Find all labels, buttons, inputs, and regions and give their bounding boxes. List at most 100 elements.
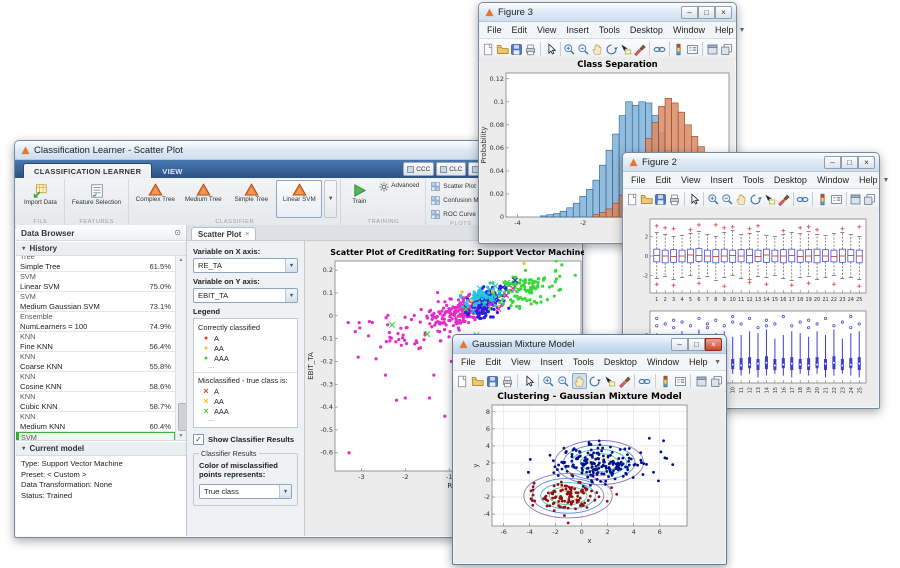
- menu-edit[interactable]: Edit: [655, 175, 672, 185]
- history-item[interactable]: KNN Medium KNN 60.4%: [16, 412, 175, 432]
- scatter-plot-button[interactable]: Scatter Plot: [429, 180, 492, 192]
- quick-access-ccc[interactable]: CCC: [403, 162, 435, 176]
- menu-desktop[interactable]: Desktop: [603, 357, 637, 367]
- roc-curve-button[interactable]: ROC Curve: [429, 208, 492, 220]
- insert-colorbar-icon[interactable]: [816, 191, 829, 207]
- dock-icon[interactable]: [849, 191, 862, 207]
- menu-help[interactable]: Help: [714, 25, 734, 35]
- print-icon[interactable]: [501, 373, 515, 389]
- classifier-gallery-dropdown[interactable]: ▼: [324, 180, 338, 218]
- menu-window[interactable]: Window: [646, 357, 679, 367]
- insert-colorbar-icon[interactable]: [672, 41, 685, 57]
- close-button[interactable]: ×: [715, 5, 732, 19]
- menu-file[interactable]: File: [631, 175, 646, 185]
- history-item[interactable]: SVMBoxConstraint = 375.1%: [16, 432, 175, 440]
- pan-icon[interactable]: [591, 41, 604, 57]
- insert-colorbar-icon[interactable]: [659, 373, 673, 389]
- insert-legend-icon[interactable]: [686, 41, 699, 57]
- menu-tools[interactable]: Tools: [572, 357, 594, 367]
- menu-overflow-icon[interactable]: ▼: [882, 176, 890, 184]
- y-axis-select[interactable]: EBIT_TA ▼: [193, 288, 298, 303]
- menu-view[interactable]: View: [511, 357, 531, 367]
- current-model-section-header[interactable]: ▼ Current model: [16, 441, 186, 456]
- close-button[interactable]: ×: [858, 155, 875, 169]
- undock-icon[interactable]: [709, 373, 723, 389]
- zoom-out-icon[interactable]: [557, 373, 571, 389]
- minimize-button[interactable]: –: [671, 337, 688, 351]
- history-item[interactable]: KNN Fine KNN 56.4%: [16, 332, 175, 352]
- tab-classification-learner[interactable]: CLASSIFICATION LEARNER: [23, 163, 153, 178]
- brush-icon[interactable]: [777, 191, 790, 207]
- history-item[interactable]: SVM Linear SVM 75.0%: [16, 272, 175, 292]
- menu-tools[interactable]: Tools: [742, 175, 764, 185]
- history-item[interactable]: KNN Coarse KNN 55.8%: [16, 352, 175, 372]
- zoom-out-icon[interactable]: [721, 191, 734, 207]
- data-cursor-icon[interactable]: [602, 373, 616, 389]
- menu-insert[interactable]: Insert: [540, 357, 563, 367]
- menu-edit[interactable]: Edit: [485, 357, 502, 367]
- menu-window[interactable]: Window: [672, 25, 705, 35]
- menu-tools[interactable]: Tools: [598, 25, 620, 35]
- menu-file[interactable]: File: [461, 357, 476, 367]
- zoom-in-icon[interactable]: [707, 191, 720, 207]
- link-plots-icon[interactable]: [796, 191, 809, 207]
- menu-file[interactable]: File: [487, 25, 502, 35]
- advanced-button[interactable]: Advanced: [376, 180, 422, 196]
- classifier-medium-tree[interactable]: Medium Tree: [180, 180, 226, 218]
- history-item[interactable]: Tree Simple Tree 61.5%: [16, 256, 175, 272]
- print-icon[interactable]: [524, 41, 537, 57]
- pan-icon[interactable]: [735, 191, 748, 207]
- open-file-icon[interactable]: [496, 41, 509, 57]
- feature-selection-button[interactable]: Feature Selection: [68, 180, 125, 218]
- close-button[interactable]: ×: [705, 337, 722, 351]
- x-axis-select[interactable]: RE_TA ▼: [193, 258, 298, 273]
- rotate-3d-icon[interactable]: [605, 41, 619, 57]
- classifier-linear-svm[interactable]: Linear SVM: [276, 180, 323, 218]
- menu-view[interactable]: View: [537, 25, 557, 35]
- pan-icon[interactable]: [571, 373, 587, 389]
- scrollbar-thumb[interactable]: [178, 403, 186, 431]
- link-plots-icon[interactable]: [653, 41, 666, 57]
- menu-insert[interactable]: Insert: [566, 25, 589, 35]
- new-file-icon[interactable]: [626, 191, 639, 207]
- menu-window[interactable]: Window: [816, 175, 849, 185]
- tab-view[interactable]: VIEW: [162, 167, 183, 176]
- cursor-icon[interactable]: [687, 191, 700, 207]
- history-scrollbar[interactable]: ▲ ▼: [175, 256, 186, 440]
- menu-help[interactable]: Help: [858, 175, 878, 185]
- scroll-down-icon[interactable]: ▼: [178, 433, 184, 439]
- gmm-canvas[interactable]: -6 -4 -2 0 2 4 6 -4 -2 0 2 4 6 8 Clustering - Gaussian…: [454, 389, 725, 563]
- quick-access-clc[interactable]: CLC: [436, 162, 467, 176]
- show-classifier-results-checkbox[interactable]: ✓: [193, 434, 204, 445]
- data-cursor-icon[interactable]: [763, 191, 776, 207]
- history-item[interactable]: KNN Cubic KNN 58.7%: [16, 392, 175, 412]
- open-file-icon[interactable]: [640, 191, 653, 207]
- rotate-3d-icon[interactable]: [749, 191, 762, 207]
- insert-legend-icon[interactable]: [830, 191, 843, 207]
- history-item[interactable]: SVM Medium Gaussian SVM 73.1%: [16, 292, 175, 312]
- import-data-button[interactable]: Import Data: [20, 180, 61, 218]
- menu-desktop[interactable]: Desktop: [629, 25, 663, 35]
- cursor-icon[interactable]: [521, 373, 535, 389]
- dock-icon[interactable]: [706, 41, 719, 57]
- classifier-simple-tree[interactable]: Simple Tree: [228, 180, 274, 218]
- figure3-titlebar[interactable]: Figure 3 – □ ×: [479, 3, 736, 22]
- confusion-matrix-button[interactable]: Confusion Matrix: [429, 194, 492, 206]
- dock-icon[interactable]: [694, 373, 708, 389]
- menu-help[interactable]: Help: [688, 357, 708, 367]
- new-file-icon[interactable]: [456, 373, 470, 389]
- zoom-in-icon[interactable]: [563, 41, 576, 57]
- insert-legend-icon[interactable]: [674, 373, 688, 389]
- minimize-button[interactable]: –: [681, 5, 698, 19]
- classifier-complex-tree[interactable]: Complex Tree: [132, 180, 178, 218]
- undock-icon[interactable]: [720, 41, 733, 57]
- maximize-button[interactable]: □: [841, 155, 858, 169]
- menu-insert[interactable]: Insert: [710, 175, 733, 185]
- data-cursor-icon[interactable]: [619, 41, 632, 57]
- save-icon[interactable]: [486, 373, 500, 389]
- minimize-button[interactable]: –: [824, 155, 841, 169]
- menu-desktop[interactable]: Desktop: [773, 175, 807, 185]
- save-icon[interactable]: [654, 191, 667, 207]
- brush-icon[interactable]: [633, 41, 646, 57]
- figure2-titlebar[interactable]: Figure 2 – □ ×: [623, 153, 879, 172]
